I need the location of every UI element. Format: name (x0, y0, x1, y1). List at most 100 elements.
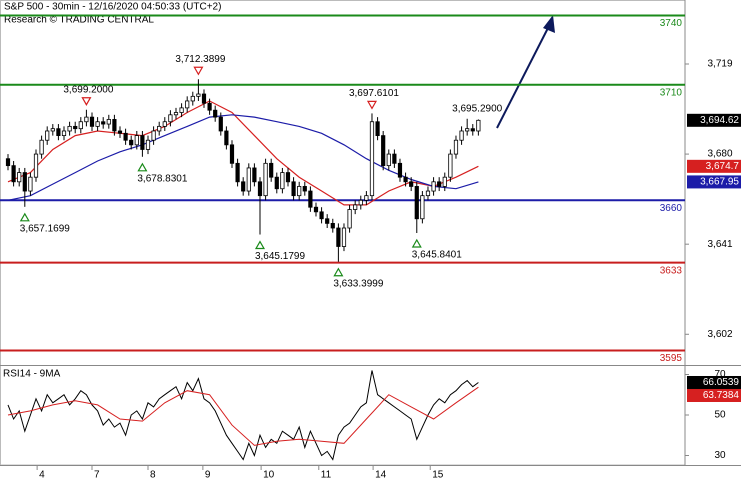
y-tick-label: 70 (714, 369, 726, 380)
candle-body (185, 100, 190, 109)
high-marker (366, 100, 378, 110)
low-marker (411, 238, 422, 248)
candle-body (196, 93, 201, 97)
price-tag-label: 66.0539 (703, 377, 740, 388)
price-tag (687, 113, 741, 127)
price-tag (687, 388, 741, 402)
x-tick-label: 8 (150, 470, 156, 480)
y-tick-label: 3,641 (707, 239, 732, 250)
candle-body (420, 195, 425, 220)
price-tag-label: 3,694.62 (700, 115, 739, 126)
high-marker (81, 97, 92, 106)
candle-body (403, 176, 408, 183)
candle-body (162, 121, 167, 127)
candle-body (358, 199, 363, 206)
candle-body (453, 139, 459, 155)
level-label: 3595 (660, 353, 683, 364)
low-label: 3,633.3999 (333, 278, 383, 289)
candle-body (123, 132, 128, 141)
candle-body (45, 130, 50, 141)
candle-body (437, 181, 442, 187)
low-label: 3,645.8401 (412, 250, 462, 261)
candle-body (11, 165, 16, 183)
candle-body (56, 128, 61, 137)
candle-body (341, 227, 347, 247)
candle-body (257, 181, 263, 197)
price-tag-label: 63.7384 (703, 390, 740, 401)
low-marker (333, 267, 344, 277)
price-tag (687, 375, 741, 389)
candle-body (117, 130, 123, 134)
y-tick-label: 50 (714, 410, 726, 421)
price-tag-label: 3,674.7 (706, 161, 740, 172)
candle-body (319, 211, 324, 220)
candle-body (330, 222, 335, 229)
candle-body (291, 181, 296, 197)
low-marker (19, 212, 30, 222)
level-label: 3710 (660, 87, 683, 98)
candle-body (353, 204, 358, 210)
candle-body (269, 162, 274, 178)
candle-body (302, 186, 307, 192)
indicator-title: RSI14 - 9MA (3, 369, 61, 380)
x-tick-label: 15 (432, 470, 444, 480)
y-tick-label: 3,719 (707, 59, 732, 70)
candle-body (252, 167, 257, 183)
candle-body (168, 114, 173, 123)
candle-body (313, 206, 319, 213)
candle-body (308, 190, 313, 208)
x-tick-label: 7 (94, 470, 100, 480)
candle-body (89, 116, 95, 127)
candle-body (190, 95, 195, 102)
candle-body (459, 130, 464, 141)
candle-body (246, 167, 251, 192)
candle-body (448, 153, 453, 178)
candle-body (465, 128, 470, 132)
candle-body (297, 186, 302, 197)
candle-body (207, 102, 212, 111)
trend-arrow (496, 15, 555, 129)
candle-body (425, 190, 431, 197)
level-label: 3633 (660, 265, 683, 276)
high-label: 3,697.6101 (349, 88, 399, 99)
candle-body (101, 121, 106, 125)
chart-subtitle: Research © TRADING CENTRAL (4, 15, 154, 26)
candle-body (33, 153, 39, 178)
candle-body (369, 121, 375, 197)
candle-body (375, 121, 380, 137)
candle-body (84, 116, 89, 123)
high-label: 3,712.3899 (175, 54, 225, 65)
candle-body (173, 112, 179, 116)
low-marker (254, 240, 266, 250)
candle-body (22, 172, 27, 192)
low-marker (137, 162, 148, 172)
candle-body (201, 93, 207, 104)
candle-body (17, 172, 22, 183)
low-label: 3,645.1799 (255, 251, 305, 262)
price-tag (687, 159, 741, 173)
level-label: 3740 (660, 18, 683, 29)
x-tick-label: 10 (263, 470, 275, 480)
candle-body (145, 139, 151, 150)
candle-body (336, 227, 341, 247)
candle-body (213, 109, 218, 118)
candle-body (392, 153, 397, 164)
low-label: 3,657.1699 (20, 223, 70, 234)
arrow-head (543, 15, 555, 33)
y-tick-label: 30 (714, 450, 726, 461)
candle-body (179, 107, 184, 113)
candle-body (470, 128, 475, 132)
candle-body (151, 130, 156, 141)
high-marker (193, 66, 204, 76)
candle-body (224, 130, 229, 146)
candle-body (280, 172, 285, 190)
candle-body (112, 119, 117, 132)
arrow-shaft (496, 25, 550, 129)
candle-body (414, 186, 419, 220)
level-label: 3660 (660, 203, 683, 214)
price-label: 3,695.2900 (452, 103, 502, 114)
candle-body (78, 121, 83, 130)
candle-body (397, 162, 403, 178)
candle-body (67, 125, 72, 132)
candle-body (241, 181, 246, 192)
